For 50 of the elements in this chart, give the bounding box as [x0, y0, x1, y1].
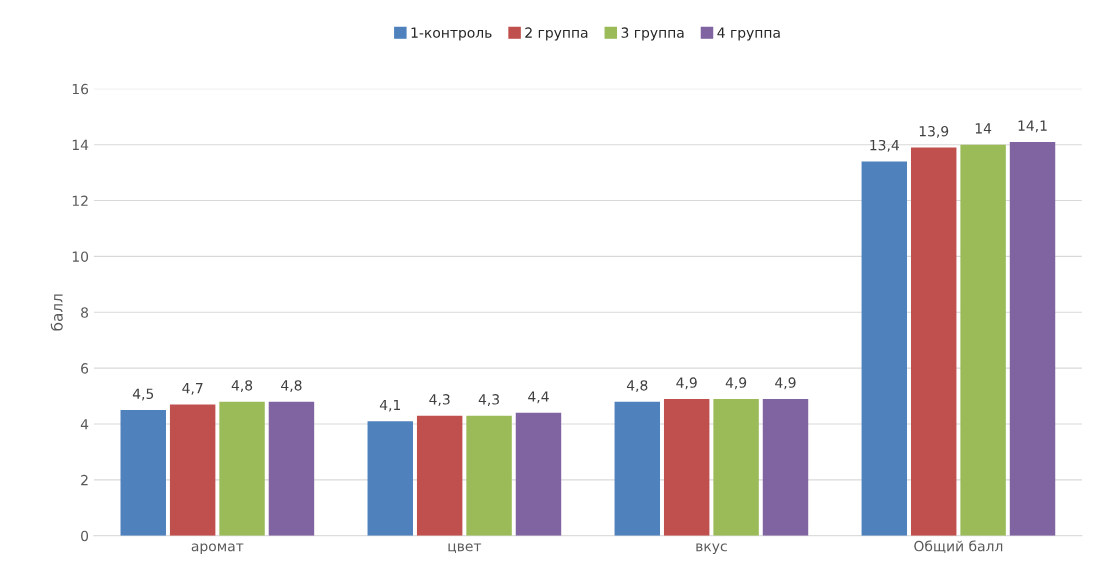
- y-axis-title: балл: [50, 294, 63, 331]
- y-tick-label: 16: [72, 83, 89, 95]
- x-tick-label: аромат: [191, 543, 244, 555]
- y-tick-label: 4: [80, 419, 89, 430]
- data-label: 4,3: [429, 394, 450, 407]
- bar: [416, 415, 463, 536]
- y-tick-label: 12: [72, 195, 88, 206]
- y-tick-label: 6: [81, 363, 89, 374]
- y-tick-label: 14: [72, 139, 89, 150]
- data-label: 13,4: [870, 139, 899, 152]
- bar: [466, 415, 512, 536]
- legend-label: 3 группа: [621, 27, 684, 41]
- legend-label: 4 группа: [717, 27, 780, 41]
- bar: [910, 147, 957, 536]
- data-label: 4,7: [182, 383, 203, 395]
- bar: [169, 404, 216, 536]
- data-label: 4,8: [231, 380, 253, 393]
- bar: [762, 398, 809, 536]
- data-label: 14,1: [1018, 120, 1047, 133]
- y-tick-label: 2: [81, 474, 88, 486]
- bar: [219, 401, 265, 536]
- bar: [1009, 141, 1056, 536]
- data-label: 4,9: [725, 377, 747, 390]
- y-tick-label: 10: [72, 251, 89, 262]
- data-label: 4,9: [676, 377, 697, 390]
- data-label: 4,9: [775, 377, 796, 390]
- y-tick-label: 8: [81, 307, 89, 318]
- bar: [614, 401, 661, 536]
- data-label: 4,8: [281, 380, 302, 393]
- bar: [663, 398, 710, 536]
- data-label: 4,4: [528, 391, 549, 404]
- data-label: 4,3: [478, 394, 499, 407]
- x-tick-label: вкус: [696, 543, 727, 555]
- bar: [120, 410, 166, 536]
- bar: [515, 412, 562, 536]
- bar: [960, 144, 1006, 536]
- bar: [861, 161, 908, 536]
- legend-label: 2 группа: [525, 27, 588, 41]
- y-tick-label: 0: [81, 530, 89, 542]
- data-label: 14: [975, 123, 992, 134]
- data-label: 4,8: [626, 380, 648, 393]
- data-label: 13,9: [919, 125, 949, 138]
- legend-label: 1-контроль: [411, 27, 492, 41]
- x-tick-label: Общий балл: [914, 540, 1003, 554]
- bar: [367, 421, 413, 536]
- data-label: 4,5: [132, 388, 154, 401]
- bar: [268, 401, 315, 536]
- bar: [713, 398, 759, 536]
- x-tick-label: цвет: [448, 543, 482, 554]
- data-label: 4,1: [379, 399, 401, 412]
